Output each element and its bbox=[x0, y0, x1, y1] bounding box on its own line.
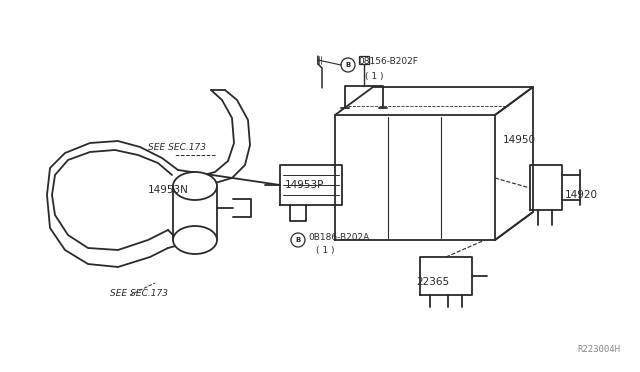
Text: ( 1 ): ( 1 ) bbox=[316, 247, 335, 256]
Text: R223004H: R223004H bbox=[577, 345, 620, 354]
Text: SEE SEC.173: SEE SEC.173 bbox=[110, 289, 168, 298]
Text: 22365: 22365 bbox=[416, 277, 449, 287]
Text: 14953N: 14953N bbox=[148, 185, 189, 195]
Text: 14950: 14950 bbox=[503, 135, 536, 145]
Text: ( 1 ): ( 1 ) bbox=[365, 71, 383, 80]
Text: B: B bbox=[296, 237, 301, 243]
Text: 14920: 14920 bbox=[565, 190, 598, 200]
Text: SEE SEC.173: SEE SEC.173 bbox=[148, 144, 206, 153]
Text: 14953P: 14953P bbox=[285, 180, 324, 190]
FancyBboxPatch shape bbox=[358, 56, 369, 64]
Text: 08156-B202F: 08156-B202F bbox=[358, 58, 418, 67]
Text: 0B186-B202A: 0B186-B202A bbox=[308, 232, 369, 241]
Text: B: B bbox=[346, 62, 351, 68]
Ellipse shape bbox=[173, 172, 217, 200]
Ellipse shape bbox=[173, 226, 217, 254]
